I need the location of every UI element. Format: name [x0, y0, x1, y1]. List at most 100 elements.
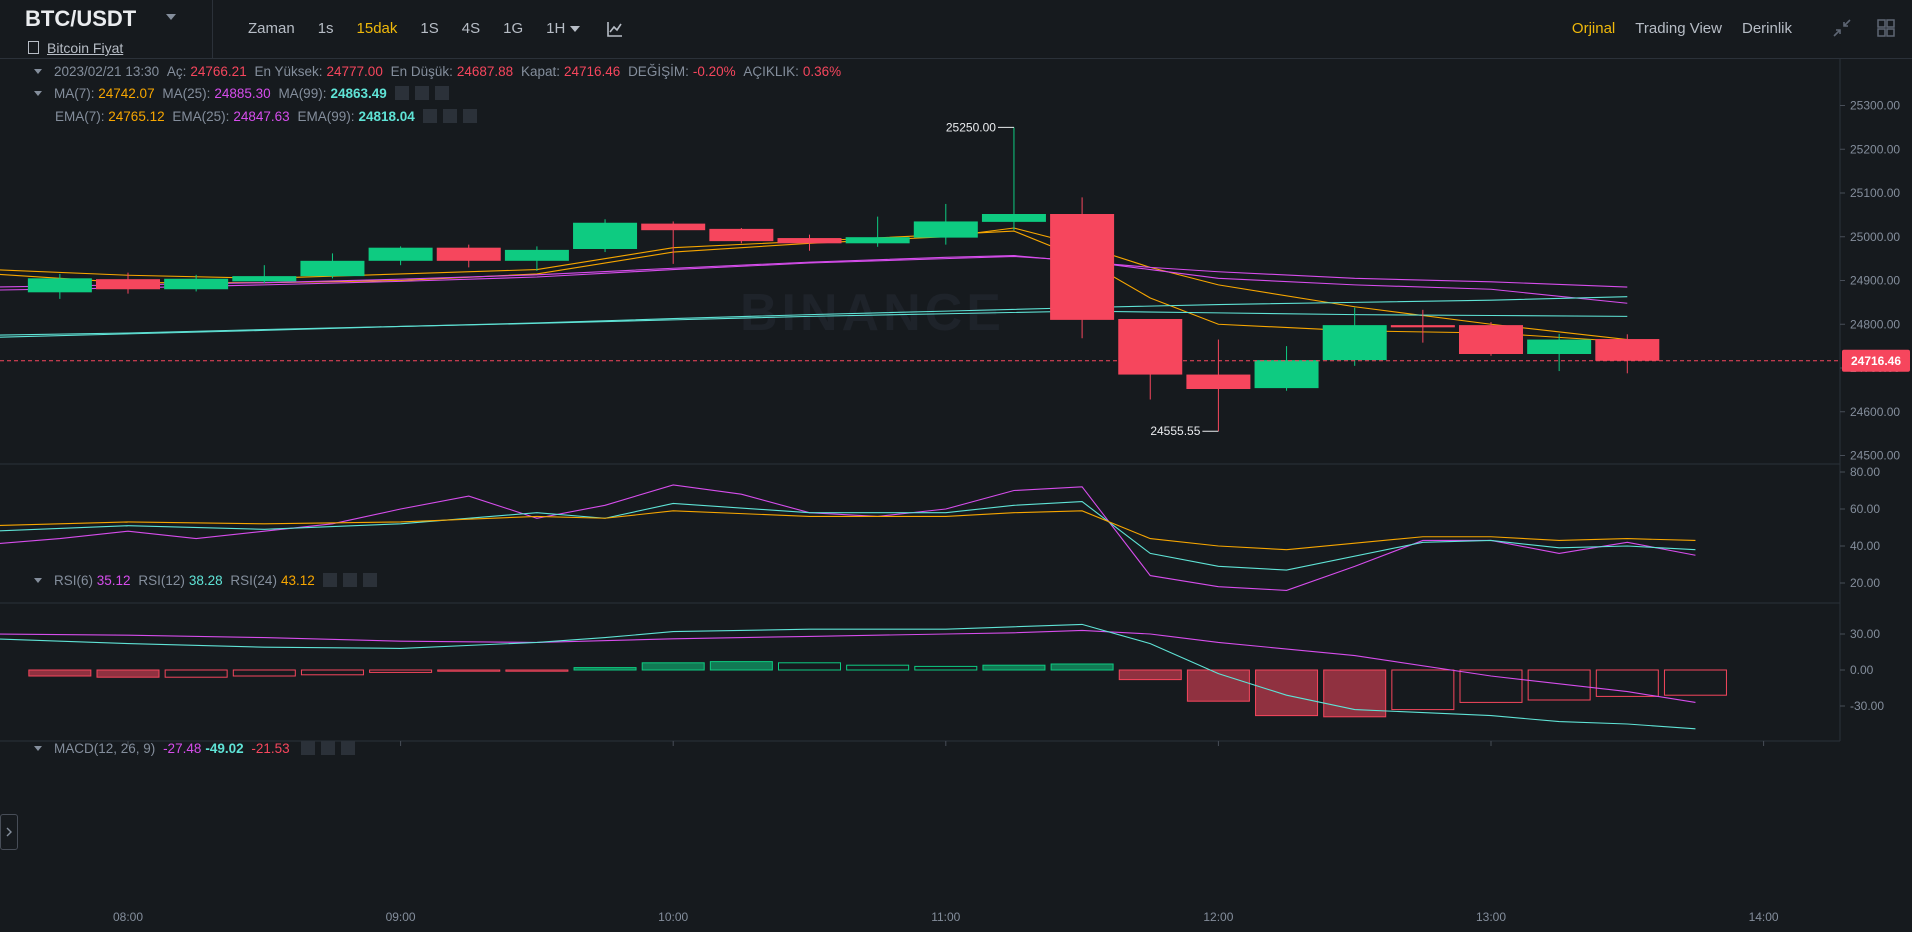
open-label: Aç: — [166, 64, 187, 79]
ema25-value: 24847.63 — [233, 109, 290, 124]
layout-grid-icon[interactable] — [1876, 18, 1896, 38]
top-bar: BTC/USDT Bitcoin Fiyat Zaman 1s 15dak 1S 4S 1… — [0, 0, 1912, 59]
rsi24-label: RSI(24) — [230, 573, 277, 588]
candle-body — [436, 247, 501, 261]
view-tabs: Orjinal Trading View Derinlik — [1552, 20, 1792, 37]
settings-icon[interactable] — [342, 573, 357, 587]
amplitude-label: AÇIKLIK: — [743, 64, 799, 79]
open-value: 24766.21 — [190, 64, 247, 79]
macd-hist-bar — [1323, 669, 1387, 718]
settings-icon[interactable] — [442, 109, 457, 123]
candle-body — [573, 222, 638, 249]
collapse-icon[interactable] — [1832, 18, 1852, 38]
interval-4S[interactable]: 4S — [461, 20, 481, 37]
macd-hist-bar — [1391, 669, 1455, 711]
macd-hist-bar — [573, 667, 637, 671]
interval-time[interactable]: Zaman — [248, 20, 295, 37]
price-tick-label: 25100.00 — [1850, 186, 1900, 200]
interval-tabs: Zaman 1s 15dak 1S 4S 1G 1H — [248, 20, 588, 37]
macd-hist-bar — [1663, 669, 1727, 696]
view-depth[interactable]: Derinlik — [1741, 20, 1792, 37]
visibility-icon[interactable] — [322, 573, 337, 587]
coin-info-link[interactable]: Bitcoin Fiyat — [47, 40, 124, 56]
macd-dea-value: -49.02 — [205, 741, 244, 756]
rsi12-value: 38.28 — [188, 573, 223, 588]
candle-body — [27, 278, 92, 293]
high-label: En Yüksek: — [254, 64, 323, 79]
collapse-triangle-icon[interactable] — [34, 91, 42, 96]
price-tick-label: 24600.00 — [1850, 405, 1900, 419]
last-price-badge — [1842, 349, 1910, 372]
legend-date: 2023/02/21 13:30 — [54, 64, 160, 79]
close-icon[interactable] — [434, 86, 449, 100]
macd-hist-bar — [914, 665, 978, 671]
ma25-line — [0, 255, 1628, 288]
settings-icon[interactable] — [414, 86, 429, 100]
annotations: 24716.46 25250.00 24555.55 — [0, 120, 1910, 438]
last-price-label: 24716.46 — [1851, 354, 1901, 368]
candle-body — [1595, 339, 1660, 361]
view-original[interactable]: Orjinal — [1571, 20, 1616, 37]
indicator-chart-icon[interactable] — [606, 20, 624, 38]
macd-hist-bar — [437, 669, 501, 672]
macd-dif-value: -27.48 — [163, 741, 202, 756]
macd-hist-bar — [96, 669, 160, 678]
collapse-triangle-icon[interactable] — [34, 69, 42, 74]
view-trading-view[interactable]: Trading View — [1635, 20, 1722, 37]
expand-panel-button[interactable] — [0, 814, 18, 850]
interval-more-chevron-icon[interactable] — [570, 26, 580, 32]
chevron-down-icon[interactable] — [166, 14, 176, 20]
candle-body — [232, 276, 297, 282]
interval-1G[interactable]: 1G — [503, 20, 524, 37]
interval-1s[interactable]: 1s — [317, 20, 334, 37]
macd-tick-label: 30.00 — [1850, 627, 1880, 641]
close-icon[interactable] — [341, 741, 356, 755]
ma99-label: MA(99): — [278, 86, 327, 101]
pair-title[interactable]: BTC/USDT — [25, 6, 137, 31]
macd-hist-bar — [369, 669, 433, 673]
macd-hist-bar — [1527, 669, 1591, 701]
rsi12-label: RSI(12) — [138, 573, 185, 588]
interval-1S[interactable]: 1S — [420, 20, 439, 37]
macd-hist-bar — [982, 664, 1046, 671]
candle-body — [368, 247, 433, 261]
collapse-triangle-icon[interactable] — [34, 746, 42, 751]
price-chart[interactable]: BINANCE 25300.0025200.0025100.0025000.00… — [0, 58, 1912, 932]
macd-hist-bar — [164, 669, 228, 678]
divider — [212, 0, 213, 58]
visibility-icon[interactable] — [422, 109, 437, 123]
macd-tick-label: -30.00 — [1850, 699, 1884, 713]
rsi-tick-label: 20.00 — [1850, 576, 1880, 590]
macd-hist-bar — [300, 669, 364, 676]
close-icon[interactable] — [462, 109, 477, 123]
pair-subtitle[interactable]: Bitcoin Fiyat — [28, 40, 123, 56]
candle-body — [300, 260, 365, 277]
amplitude-value: 0.36% — [802, 64, 842, 79]
rsi-legend: RSI(6) 35.12 RSI(12) 38.28 RSI(24) 43.12 — [34, 573, 383, 590]
collapse-triangle-icon[interactable] — [34, 578, 42, 583]
price-tick-label: 25000.00 — [1850, 230, 1900, 244]
time-tick-label: 10:00 — [658, 910, 688, 924]
macd-hist-bar — [28, 669, 92, 677]
interval-15dak[interactable]: 15dak — [356, 20, 398, 37]
rsi24-value: 43.12 — [280, 573, 315, 588]
visibility-icon[interactable] — [301, 741, 316, 755]
interval-1H[interactable]: 1H — [546, 20, 566, 37]
macd-legend: MACD(12, 26, 9) -27.48 -49.02 -21.53 — [34, 741, 361, 758]
macd-dif-line — [0, 629, 1696, 703]
macd-hist-bar — [1595, 669, 1659, 697]
close-icon[interactable] — [362, 573, 377, 587]
ma7-label: MA(7): — [54, 86, 95, 101]
visibility-icon[interactable] — [394, 86, 409, 100]
time-tick-label: 11:00 — [931, 910, 960, 924]
rsi-tick-label: 40.00 — [1850, 539, 1880, 553]
candle-body — [1527, 339, 1592, 354]
time-tick-label: 13:00 — [1476, 910, 1506, 924]
settings-icon[interactable] — [321, 741, 336, 755]
macd-tick-label: 0.00 — [1850, 663, 1874, 677]
price-tick-label: 25200.00 — [1850, 142, 1900, 156]
high-value: 24777.00 — [326, 64, 383, 79]
macd-dea-line — [0, 623, 1696, 730]
candle-body — [1459, 325, 1523, 354]
time-tick-label: 09:00 — [386, 910, 416, 924]
